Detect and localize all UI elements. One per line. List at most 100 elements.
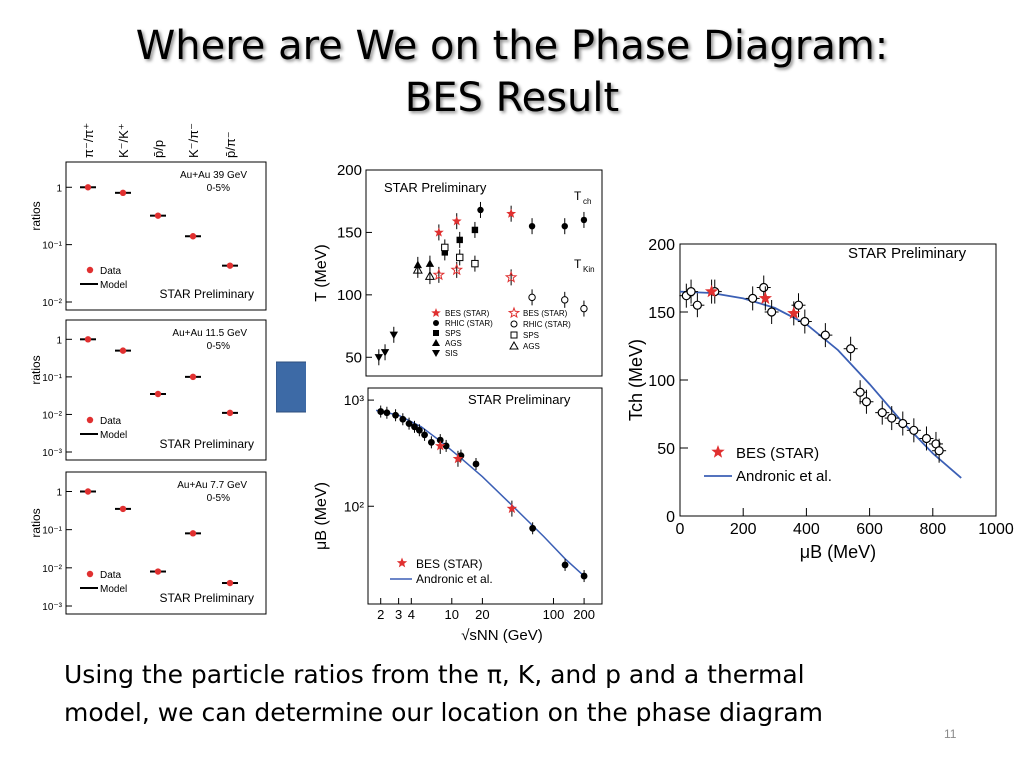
bes-point <box>506 503 518 514</box>
data-point <box>456 236 463 244</box>
bes-point <box>787 306 801 319</box>
legend-model-label: Model <box>100 280 127 291</box>
data-point <box>226 409 234 417</box>
mub-chart-svg: 2 3 4 10 20 100 200 10³ 10² √sNN (GeV) μB (MeV) STA… <box>313 387 603 644</box>
data-point <box>861 397 872 407</box>
ratio-panel: ratios 1 10⁻¹ 10⁻² 10⁻³ Au+Au 7.7 GeV 0-5% Data… <box>29 471 267 615</box>
data-point <box>226 579 234 587</box>
data-point <box>154 212 162 219</box>
data-point <box>506 208 517 218</box>
star-preliminary-label: STAR Preliminary <box>160 591 254 605</box>
legend-data-marker <box>86 416 94 424</box>
body-text-line-2: model, we can determine our location on … <box>64 698 824 727</box>
legend-data-label: Data <box>100 570 122 581</box>
star-preliminary-label: STAR Preliminary <box>468 392 571 407</box>
data-point <box>405 420 413 428</box>
data-point <box>84 336 92 343</box>
legend-bes-marker <box>711 445 725 458</box>
data-point <box>909 425 919 435</box>
data-point <box>392 411 399 419</box>
y-tick-label: 1 <box>56 487 62 498</box>
data-point <box>411 423 418 431</box>
category-label: K⁻/π⁻ <box>186 123 201 158</box>
category-label: K⁻/K⁺ <box>116 123 131 158</box>
x-tick-label: 1000 <box>978 521 1014 538</box>
data-point <box>442 442 450 450</box>
x-axis-label: √sNN (GeV) <box>461 627 543 644</box>
panel-centrality: 0-5% <box>207 493 230 504</box>
panel-label: Au+Au 11.5 GeV <box>172 328 247 339</box>
data-point <box>855 387 865 397</box>
y-axis-label: Tch (MeV) <box>626 339 646 421</box>
legend-label: SPS <box>523 331 539 340</box>
data-point <box>119 505 127 513</box>
data-point <box>767 307 777 317</box>
mub-chart: 2 3 4 10 20 100 200 10³ 10² √sNN (GeV) μB (MeV) STA… <box>306 384 612 646</box>
legend-label: Andronic et al. <box>736 468 832 485</box>
data-point <box>846 344 856 354</box>
star-preliminary-label: STAR Preliminary <box>160 287 254 301</box>
data-point <box>748 293 758 304</box>
y-tick-label: 10⁻¹ <box>42 373 62 384</box>
y-axis-label: ratios <box>29 508 43 537</box>
legend-marker <box>431 308 441 317</box>
legend-label: BES (STAR) <box>523 309 568 318</box>
data-point <box>425 259 435 267</box>
y-tick-label: 50 <box>345 349 362 366</box>
data-point <box>119 347 127 354</box>
y-tick-label: 10⁻² <box>42 564 62 575</box>
legend-data-label: Data <box>100 416 122 427</box>
body-text: Using the particle ratios from the π, K,… <box>64 656 924 732</box>
x-tick-label: 200 <box>730 521 757 538</box>
data-point <box>504 270 518 283</box>
slide-title: Where are We on the Phase Diagram: BES R… <box>0 20 1024 124</box>
x-tick-label: 4 <box>408 607 415 622</box>
y-axis-label: ratios <box>29 355 43 384</box>
panel-label: Au+Au 39 GeV <box>180 170 247 181</box>
panel-centrality: 0-5% <box>207 341 230 352</box>
y-tick-label: 100 <box>337 287 362 304</box>
legend-data-label: Data <box>100 266 122 277</box>
star-preliminary-label: STAR Preliminary <box>384 180 487 195</box>
x-tick-label: 2 <box>377 607 384 622</box>
data-point <box>119 189 127 197</box>
legend-marker <box>510 320 518 328</box>
y-tick-label: 10⁻³ <box>42 448 62 459</box>
data-point <box>580 304 588 313</box>
x-tick-label: 0 <box>676 521 685 538</box>
x-tick-label: 800 <box>919 521 946 538</box>
legend-label: BES (STAR) <box>416 557 482 571</box>
y-tick-label: 10⁻¹ <box>42 526 62 537</box>
phase-diagram-chart: 0 200 400 600 800 1000 0 50 100 150 200 μB (MeV) Tch… <box>620 228 1014 564</box>
legend-data-marker <box>86 266 94 274</box>
legend-model-label: Model <box>100 584 127 595</box>
legend-label: SPS <box>445 329 461 338</box>
body-text-line-1: Using the particle ratios from the π, K,… <box>64 660 805 689</box>
data-point <box>580 572 588 580</box>
legend-label: BES (STAR) <box>445 309 490 318</box>
data-point <box>759 282 769 293</box>
ratio-panel-frame <box>65 319 267 461</box>
category-label: p̄/p <box>151 140 166 158</box>
x-axis-label: μB (MeV) <box>800 542 876 562</box>
data-point <box>471 226 479 234</box>
legend-marker <box>432 339 440 346</box>
data-point <box>472 460 480 468</box>
tkin-label: T <box>574 257 582 271</box>
data-point <box>887 413 897 423</box>
data-point <box>189 233 197 240</box>
y-tick-label: 10⁻³ <box>42 602 62 613</box>
data-point <box>686 286 696 297</box>
y-tick-label: 200 <box>648 237 675 254</box>
data-point <box>450 263 464 276</box>
data-point <box>561 561 569 569</box>
ratio-panel-frame <box>65 471 267 615</box>
data-point <box>451 216 462 226</box>
y-tick-label: 150 <box>337 224 362 241</box>
star-preliminary-label: STAR Preliminary <box>160 437 254 451</box>
ratio-panel: ratios 1 10⁻¹ 10⁻² Au+Au 39 GeV 0-5% Data Model… <box>29 161 267 311</box>
data-point <box>427 438 435 446</box>
y-axis-label: μB (MeV) <box>313 482 330 550</box>
data-point <box>921 433 932 444</box>
ratio-charts-svg: π⁻/π⁺ K⁻/K⁺ p̄/p K⁻/π⁻ p̄/π⁻ ratios 1 10⁻¹ 10⁻²… <box>29 123 267 615</box>
